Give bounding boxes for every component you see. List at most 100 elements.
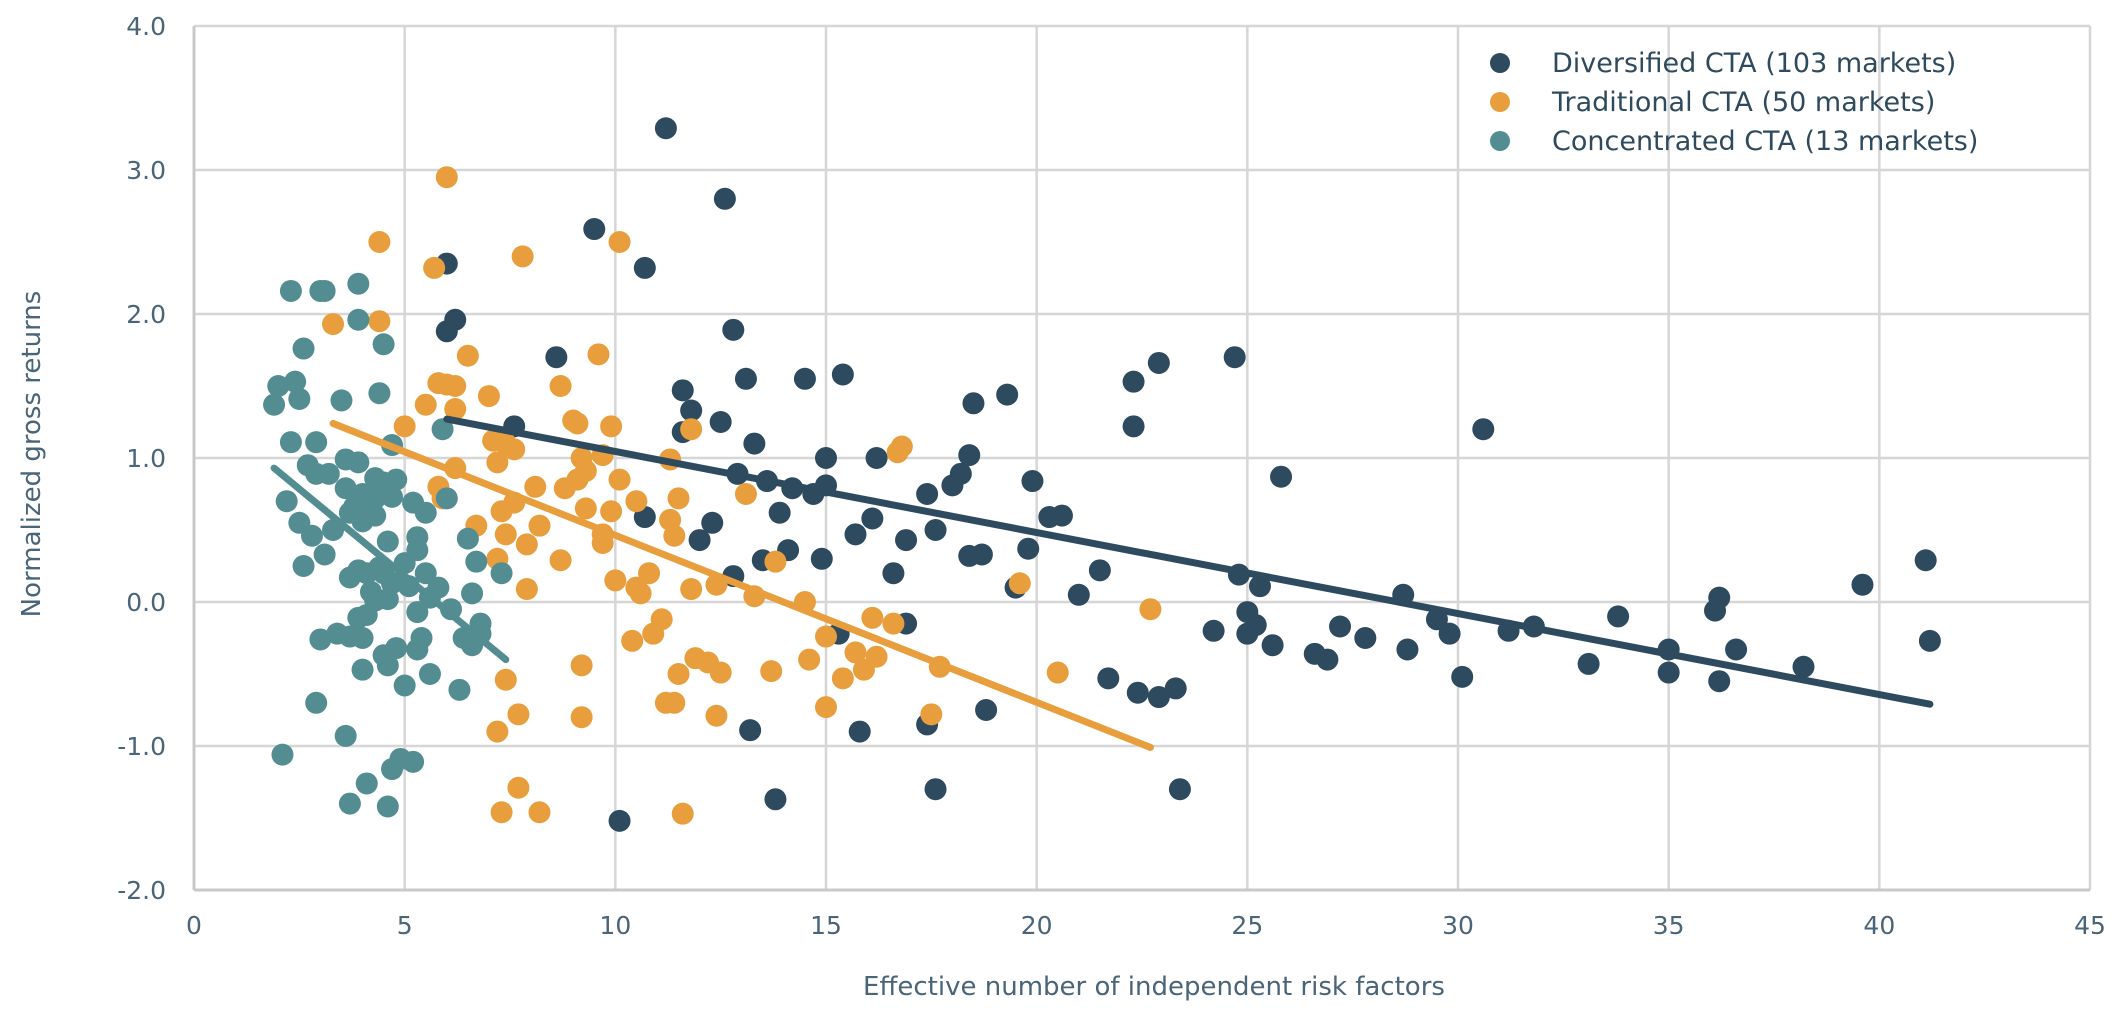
data-point: [1451, 665, 1474, 688]
y-tick-label: 2.0: [126, 300, 166, 329]
data-point: [376, 654, 399, 677]
data-point: [376, 795, 399, 818]
data-point: [1088, 559, 1111, 582]
data-point: [1147, 686, 1170, 709]
data-point: [848, 720, 871, 743]
data-point: [587, 343, 610, 366]
data-point: [815, 625, 837, 648]
data-point: [608, 809, 631, 832]
data-point: [680, 418, 703, 441]
data-point: [524, 475, 547, 498]
x-tick-label: 15: [810, 911, 842, 940]
data-point: [1851, 573, 1874, 596]
data-point: [511, 245, 534, 268]
data-point: [1236, 622, 1259, 645]
data-point: [490, 801, 513, 824]
data-point: [435, 320, 458, 343]
data-point: [570, 654, 593, 677]
data-point: [385, 468, 408, 491]
data-point: [435, 487, 458, 510]
data-point: [355, 772, 378, 795]
data-point: [456, 344, 479, 367]
data-point: [600, 415, 623, 438]
data-point: [549, 549, 572, 572]
data-point: [882, 612, 905, 635]
legend-marker: [1490, 131, 1510, 151]
data-point: [431, 418, 454, 441]
data-point: [1008, 572, 1031, 595]
x-tick-label: 45: [2074, 911, 2106, 940]
x-tick-label: 0: [186, 911, 202, 940]
data-point: [1316, 648, 1339, 671]
data-point: [515, 578, 538, 601]
data-point: [1126, 681, 1149, 704]
x-axis-title: Effective number of independent risk fac…: [863, 972, 1445, 1002]
data-point: [448, 678, 471, 701]
data-point: [1396, 638, 1419, 661]
data-point: [376, 588, 399, 611]
data-point: [1097, 667, 1120, 690]
data-point: [844, 641, 867, 664]
legend-label: Diversified CTA (103 markets): [1552, 48, 1956, 79]
data-point: [810, 547, 833, 570]
data-point: [722, 318, 745, 341]
tick-labels: 0 5 10 15 20 25 30 35 40 45 -2.0 -1.0 0.0 1.0 2.0 3.0 4.…: [117, 12, 2106, 940]
y-tick-label: 1.0: [126, 444, 166, 473]
data-point: [368, 382, 391, 405]
data-point: [1021, 470, 1044, 493]
data-point: [1472, 418, 1495, 441]
data-point: [313, 543, 336, 566]
data-point: [680, 399, 703, 422]
data-point: [1248, 575, 1271, 598]
data-point: [477, 385, 500, 408]
x-tick-label: 30: [1442, 911, 1474, 940]
data-point: [507, 703, 530, 726]
data-point: [1017, 537, 1040, 560]
x-tick-label: 20: [1021, 911, 1053, 940]
data-point: [895, 529, 918, 552]
data-point: [793, 367, 816, 390]
data-point: [600, 500, 623, 523]
data-point: [355, 562, 378, 585]
data-point: [381, 758, 404, 781]
data-point: [815, 447, 837, 469]
data-point: [414, 393, 437, 416]
data-point: [831, 667, 854, 690]
data-point: [608, 468, 631, 491]
data-point: [688, 529, 711, 552]
data-point: [734, 483, 757, 505]
data-point: [1577, 652, 1600, 675]
data-point: [958, 444, 981, 467]
data-point: [427, 372, 450, 395]
data-point: [292, 337, 315, 360]
data-point: [924, 778, 947, 801]
data-point: [368, 231, 391, 253]
data-point: [920, 703, 943, 726]
data-point: [503, 438, 526, 461]
data-point: [970, 543, 993, 566]
data-point: [865, 447, 888, 469]
data-point: [486, 720, 509, 743]
data-point: [393, 674, 416, 697]
data-point: [461, 582, 484, 605]
data-point: [671, 379, 694, 402]
data-point: [292, 555, 315, 577]
data-point: [486, 451, 509, 474]
trendlines: [270, 415, 1934, 751]
data-point: [608, 231, 631, 253]
data-point: [355, 603, 378, 626]
y-tick-label: 4.0: [126, 12, 166, 41]
data-point: [507, 776, 530, 799]
data-point: [372, 333, 395, 356]
data-point: [490, 500, 513, 523]
data-point: [515, 533, 538, 556]
data-point: [385, 637, 408, 660]
data-point: [351, 510, 374, 533]
data-point: [305, 691, 328, 714]
data-point: [381, 485, 404, 508]
legend-label: Concentrated CTA (13 markets): [1552, 126, 1978, 157]
data-point: [279, 431, 302, 454]
data-point: [621, 629, 644, 652]
data-point: [1708, 670, 1731, 693]
data-point: [347, 451, 370, 474]
